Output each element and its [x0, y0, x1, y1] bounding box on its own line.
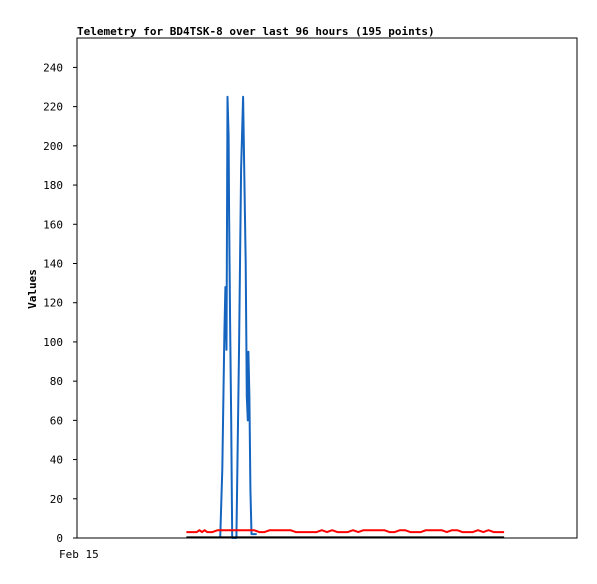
- y-tick-label: 240: [43, 61, 63, 74]
- series-layer: [186, 95, 505, 539]
- y-axis-ticks: 0 20 40 60 80 100 120 140 160 180 200 220 240: [43, 61, 77, 545]
- x-axis-ticks: Feb 15: [59, 548, 99, 561]
- y-tick-label: 80: [50, 375, 63, 388]
- y-tick-label: 0: [56, 532, 63, 545]
- y-tick-label: 200: [43, 140, 63, 153]
- y-tick-label: 40: [50, 454, 63, 467]
- y-tick-label: 160: [43, 218, 63, 231]
- chart-title: Telemetry for BD4TSK-8 over last 96 hour…: [77, 25, 435, 38]
- x-tick-label: Feb 15: [59, 548, 99, 561]
- y-tick-label: 60: [50, 414, 63, 427]
- y-tick-label: 180: [43, 179, 63, 192]
- y-axis-label: Values: [26, 269, 39, 309]
- y-tick-label: 140: [43, 257, 63, 270]
- y-tick-label: 100: [43, 336, 63, 349]
- series-line-2: [186, 529, 505, 534]
- y-tick-label: 20: [50, 493, 63, 506]
- y-tick-label: 220: [43, 101, 63, 114]
- series-line-1: [219, 95, 257, 539]
- y-tick-label: 120: [43, 297, 63, 310]
